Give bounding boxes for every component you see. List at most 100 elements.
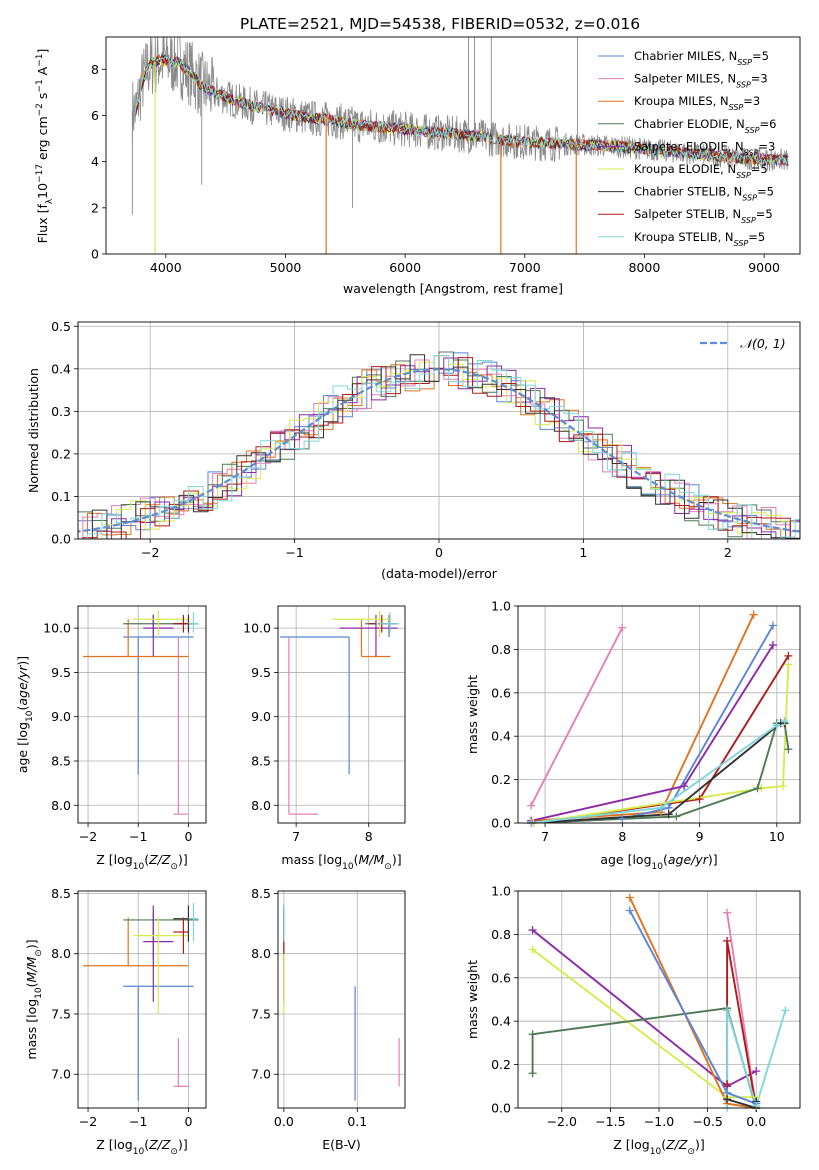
y-tick-label: 0.6	[491, 685, 511, 700]
legend-label-tail: =5	[756, 207, 773, 221]
residual-histogram-plot-area	[78, 351, 800, 539]
legend-label-sub: SSP	[742, 193, 757, 202]
y-tick-label: 0.2	[491, 772, 511, 787]
legend-label-tail: =3	[758, 139, 775, 153]
model-spectrum-line	[134, 53, 789, 167]
y-tick-label: 10.0	[243, 621, 271, 636]
legend-label: Salpeter STELIB, NSSP=5	[634, 207, 773, 225]
axis-label-part: Z/Z	[148, 1137, 171, 1152]
weight-marker	[528, 945, 537, 954]
x-axis-label: E(B-V)	[322, 1137, 361, 1152]
y-tick-label: 0.1	[51, 489, 71, 504]
legend-label: Kroupa MILES, NSSP=3	[634, 94, 760, 112]
weight-marker	[695, 795, 704, 804]
axis-label-part: age [log	[600, 852, 651, 867]
weight-marker	[656, 803, 665, 812]
y-tick-label: 8.5	[251, 886, 271, 901]
y-tick-label: 0.4	[491, 1014, 511, 1029]
weight-vs-age-plot-area	[530, 614, 790, 823]
histogram-step	[78, 354, 800, 539]
x-axis-label: (data-model)/error	[381, 566, 498, 581]
axis-label-part: ⊙	[687, 1147, 695, 1157]
weight-marker	[749, 610, 758, 619]
residual-histogram-axes: −2 −1 0 1 2 0.0 0.1 0.2 0.3 0.4 0.5 (data-model)/er…	[26, 319, 801, 581]
y-tick-label: 0.2	[491, 1057, 511, 1072]
weight-marker	[723, 908, 732, 917]
x-tick-label: 0	[435, 545, 443, 560]
histogram-step	[78, 357, 800, 539]
legend-label-sub: SSP	[729, 103, 744, 112]
axis-label-part: (	[24, 982, 39, 987]
x-tick-label: −1	[129, 829, 147, 844]
legend-label: Kroupa STELIB, NSSP=5	[634, 230, 765, 248]
x-tick-label: 9	[696, 829, 704, 844]
y-tick-label: 0.8	[491, 927, 511, 942]
y-tick-label: 7.5	[251, 1006, 271, 1021]
y-axis-label: mass weight	[465, 675, 480, 754]
legend-label-main: Kroupa ELODIE, N	[634, 162, 736, 176]
weight-marker	[672, 812, 681, 821]
legend-label-sub: SSP	[736, 80, 751, 89]
axis-label-part: age/yr	[668, 852, 709, 867]
axes-frame	[517, 605, 801, 824]
y-tick-label: 2	[91, 200, 99, 215]
mass-vs-EBV-axes: 0.0 0.1 7.0 7.5 8.0 8.5 E(B-V)	[251, 886, 406, 1152]
weight-marker	[784, 745, 793, 754]
legend: 𝒩(0, 1)	[700, 336, 786, 351]
spectrum-plot-area	[131, 37, 789, 254]
axis-label-part: )]	[695, 1137, 705, 1152]
legend-label-sub: SSP	[744, 148, 759, 157]
axis-label: Z [log10(Z/Z⊙)]	[96, 852, 187, 872]
weight-marker	[753, 784, 762, 793]
x-tick-label: −1.5	[595, 1114, 625, 1129]
y-tick-label: 7.5	[51, 1006, 71, 1021]
axis-label-part: age [log	[15, 722, 30, 773]
weight-line	[532, 948, 757, 1099]
weight-marker	[723, 1006, 732, 1015]
axis-label-part: ⊙	[170, 1147, 178, 1157]
y-axis-label: mass weight	[465, 960, 480, 1039]
axis-label-part: mass [log	[281, 852, 342, 867]
axis-label-part: (	[144, 852, 149, 867]
x-tick-label: −0.5	[692, 1114, 722, 1129]
model-spectrum-line	[134, 55, 789, 166]
y-tick-label: 0.0	[491, 816, 511, 831]
x-tick-label: 8	[618, 829, 626, 844]
x-tick-label: 1	[579, 545, 587, 560]
x-tick-label: −2	[79, 829, 97, 844]
y-tick-label: 8.0	[251, 798, 271, 813]
legend-label-sub: SSP	[734, 238, 749, 247]
x-tick-label: −2.0	[547, 1114, 577, 1129]
weight-marker	[752, 1101, 761, 1110]
y-tick-label: 0.4	[51, 361, 71, 376]
axis-label-part: )]	[15, 656, 30, 666]
y-tick-label: 8.5	[51, 886, 71, 901]
axis-label-part: M/M	[24, 956, 39, 982]
weight-marker	[680, 782, 689, 791]
normal-distribution-curve	[78, 368, 800, 533]
legend-label-main: Chabrier ELODIE, N	[634, 117, 745, 131]
x-tick-label: 7000	[509, 260, 541, 275]
x-tick-label: 5000	[270, 260, 302, 275]
axis-label: mass [log10(M/M⊙)]	[24, 939, 44, 1059]
axis-label-part: 10	[652, 862, 664, 872]
axis-label: Z [log10(Z/Z⊙)]	[613, 1137, 704, 1157]
axis-label-part: (	[144, 1137, 149, 1152]
axis-label-part: ⊙	[384, 862, 392, 872]
axis-label: Flux [fλ10−17 erg cm−2 s−1 A−1]	[35, 49, 55, 244]
y-tick-label: 0.2	[51, 446, 71, 461]
y-tick-label: 0.6	[491, 970, 511, 985]
histogram-step	[78, 355, 800, 539]
weight-line	[530, 627, 624, 807]
x-tick-label: −1	[285, 545, 303, 560]
x-tick-label: 0.0	[746, 1114, 766, 1129]
y-tick-label: 9.0	[251, 709, 271, 724]
weight-line	[726, 1010, 787, 1108]
legend-label-main: Kroupa STELIB, N	[634, 230, 734, 244]
x-tick-label: 8000	[629, 260, 661, 275]
axis-label-part: )]	[392, 852, 402, 867]
axis-label-part: λ	[45, 198, 55, 204]
axes-frame	[277, 605, 406, 824]
